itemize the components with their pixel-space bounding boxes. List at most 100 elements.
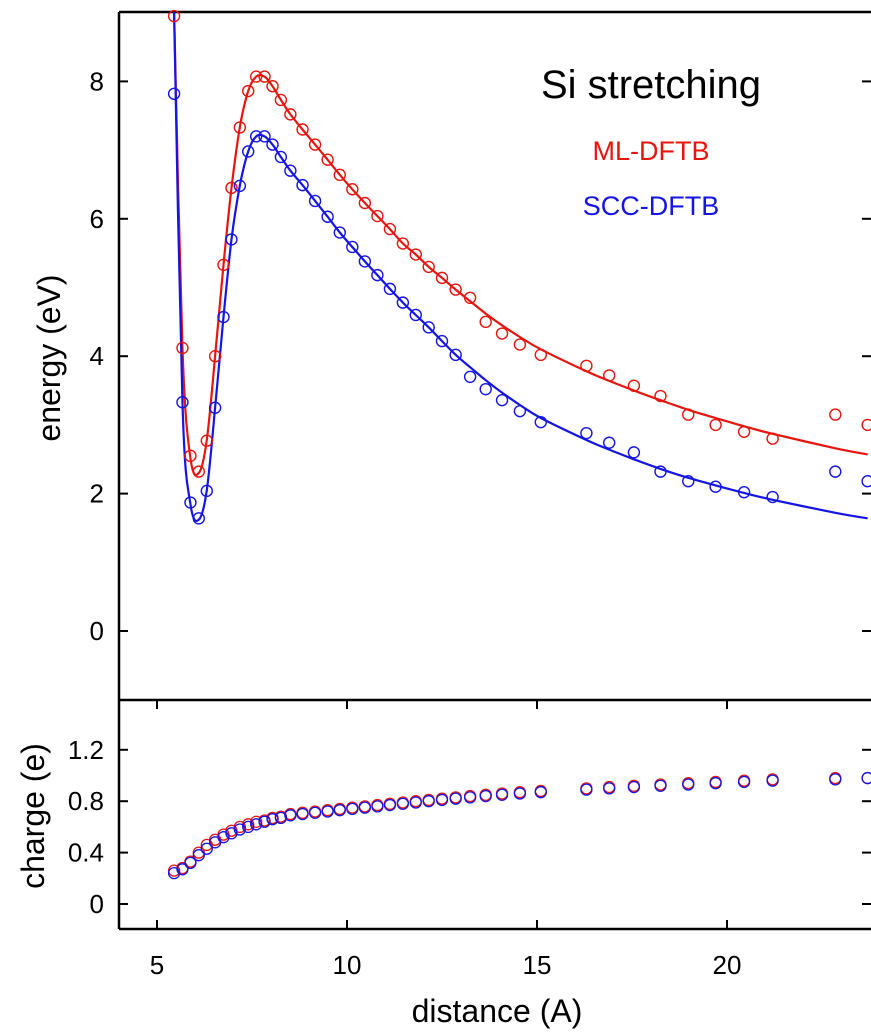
distance-tick-label: 10 xyxy=(333,950,362,980)
point-ml-dftb xyxy=(383,222,397,236)
point-scc-dftb xyxy=(296,178,309,192)
point-scc-dftb xyxy=(580,426,593,440)
point-scc-dftb xyxy=(534,415,547,429)
charge-point-scc-dftb xyxy=(654,779,667,792)
charge-point-scc-dftb xyxy=(495,788,509,801)
charge-point-scc-dftb xyxy=(176,863,189,876)
charge-point-scc-dftb xyxy=(682,778,695,791)
point-scc-dftb xyxy=(409,308,422,322)
point-ml-dftb xyxy=(167,9,181,23)
point-ml-dftb xyxy=(737,425,751,438)
point-ml-dftb xyxy=(479,315,492,329)
charge-point-scc-dftb xyxy=(766,774,779,787)
point-scc-dftb xyxy=(861,475,871,488)
point-scc-dftb xyxy=(184,496,197,509)
point-ml-dftb xyxy=(266,80,279,93)
point-scc-dftb xyxy=(333,226,346,239)
charge-point-scc-dftb xyxy=(534,786,547,799)
distance-axis-label: distance (A) xyxy=(412,993,583,1029)
point-ml-dftb xyxy=(225,181,238,195)
energy-tick-label: 6 xyxy=(90,204,104,234)
charge-point-scc-dftb xyxy=(709,777,722,790)
point-ml-dftb xyxy=(435,271,449,285)
distance-tick-label: 15 xyxy=(523,950,552,980)
charge-point-scc-dftb xyxy=(242,820,255,834)
charge-point-scc-dftb xyxy=(861,771,871,785)
point-scc-dftb xyxy=(233,179,247,193)
legend-scc-dftb: SCC-DFTB xyxy=(583,191,720,221)
point-ml-dftb xyxy=(233,121,247,134)
point-scc-dftb xyxy=(241,145,255,158)
distance-tick-label: 20 xyxy=(713,950,742,980)
point-scc-dftb xyxy=(435,334,449,348)
point-ml-dftb xyxy=(208,350,222,363)
charge-tick-label: 0 xyxy=(90,889,104,919)
charge-point-scc-dftb xyxy=(463,791,477,804)
charge-point-scc-dftb xyxy=(308,806,322,819)
point-ml-dftb xyxy=(682,408,695,421)
point-scc-dftb xyxy=(479,382,492,396)
point-ml-dftb xyxy=(192,465,206,478)
charge-point-scc-dftb xyxy=(284,809,297,822)
point-ml-dftb xyxy=(296,123,309,136)
chart-title: Si stretching xyxy=(541,63,761,107)
point-ml-dftb xyxy=(396,237,410,250)
energy-tick-label: 8 xyxy=(90,66,104,96)
point-scc-dftb xyxy=(274,150,288,164)
point-ml-dftb xyxy=(284,108,297,121)
charge-axis-label: charge (e) xyxy=(15,743,51,889)
charge-point-scc-dftb xyxy=(296,807,309,821)
point-scc-dftb xyxy=(167,87,181,100)
charge-point-scc-dftb xyxy=(479,789,492,803)
charge-tick-label: 0.4 xyxy=(68,838,104,868)
charge-markers xyxy=(167,771,871,880)
charge-point-scc-dftb xyxy=(422,795,435,808)
point-scc-dftb xyxy=(284,164,297,177)
point-ml-dftb xyxy=(184,449,197,463)
point-ml-dftb xyxy=(321,153,334,166)
charge-tick-label: 0.8 xyxy=(68,786,104,816)
point-scc-dftb xyxy=(449,348,462,362)
charge-point-scc-dftb xyxy=(274,811,288,825)
point-ml-dftb xyxy=(495,327,509,340)
point-ml-dftb xyxy=(709,418,722,432)
charge-point-scc-dftb xyxy=(184,856,197,870)
point-scc-dftb xyxy=(463,370,477,384)
energy-tick-label: 2 xyxy=(90,479,104,509)
point-scc-dftb xyxy=(358,255,372,268)
point-ml-dftb xyxy=(654,389,667,403)
point-scc-dftb xyxy=(766,490,779,504)
point-scc-dftb xyxy=(737,486,751,499)
point-ml-dftb xyxy=(371,209,384,223)
point-ml-dftb xyxy=(449,283,462,296)
charge-point-scc-dftb xyxy=(250,818,263,831)
charge-point-scc-dftb xyxy=(829,773,842,786)
charge-point-scc-dftb xyxy=(346,802,359,816)
point-scc-dftb xyxy=(225,233,238,246)
point-ml-dftb xyxy=(200,434,213,447)
point-ml-dftb xyxy=(422,260,435,274)
point-scc-dftb xyxy=(682,475,695,488)
point-ml-dftb xyxy=(346,183,359,196)
charge-point-scc-dftb xyxy=(449,792,462,805)
energy-tick-label: 0 xyxy=(90,616,104,646)
point-scc-dftb xyxy=(308,194,322,208)
point-scc-dftb xyxy=(217,310,230,324)
point-scc-dftb xyxy=(709,480,722,493)
curve-scc-dftb xyxy=(173,11,868,522)
charge-point-scc-dftb xyxy=(225,827,238,840)
charge-point-scc-dftb xyxy=(371,800,384,813)
charge-point-scc-dftb xyxy=(200,842,213,855)
point-ml-dftb xyxy=(580,359,593,373)
charge-point-scc-dftb xyxy=(167,867,181,880)
charge-point-scc-dftb xyxy=(513,787,527,800)
distance-tick-label: 5 xyxy=(150,950,164,980)
charge-point-scc-dftb xyxy=(737,775,751,789)
charge-point-scc-dftb xyxy=(603,782,616,795)
point-ml-dftb xyxy=(358,196,372,210)
point-scc-dftb xyxy=(829,465,842,478)
point-ml-dftb xyxy=(241,84,255,98)
legend-ml-dftb: ML-DFTB xyxy=(593,136,710,166)
